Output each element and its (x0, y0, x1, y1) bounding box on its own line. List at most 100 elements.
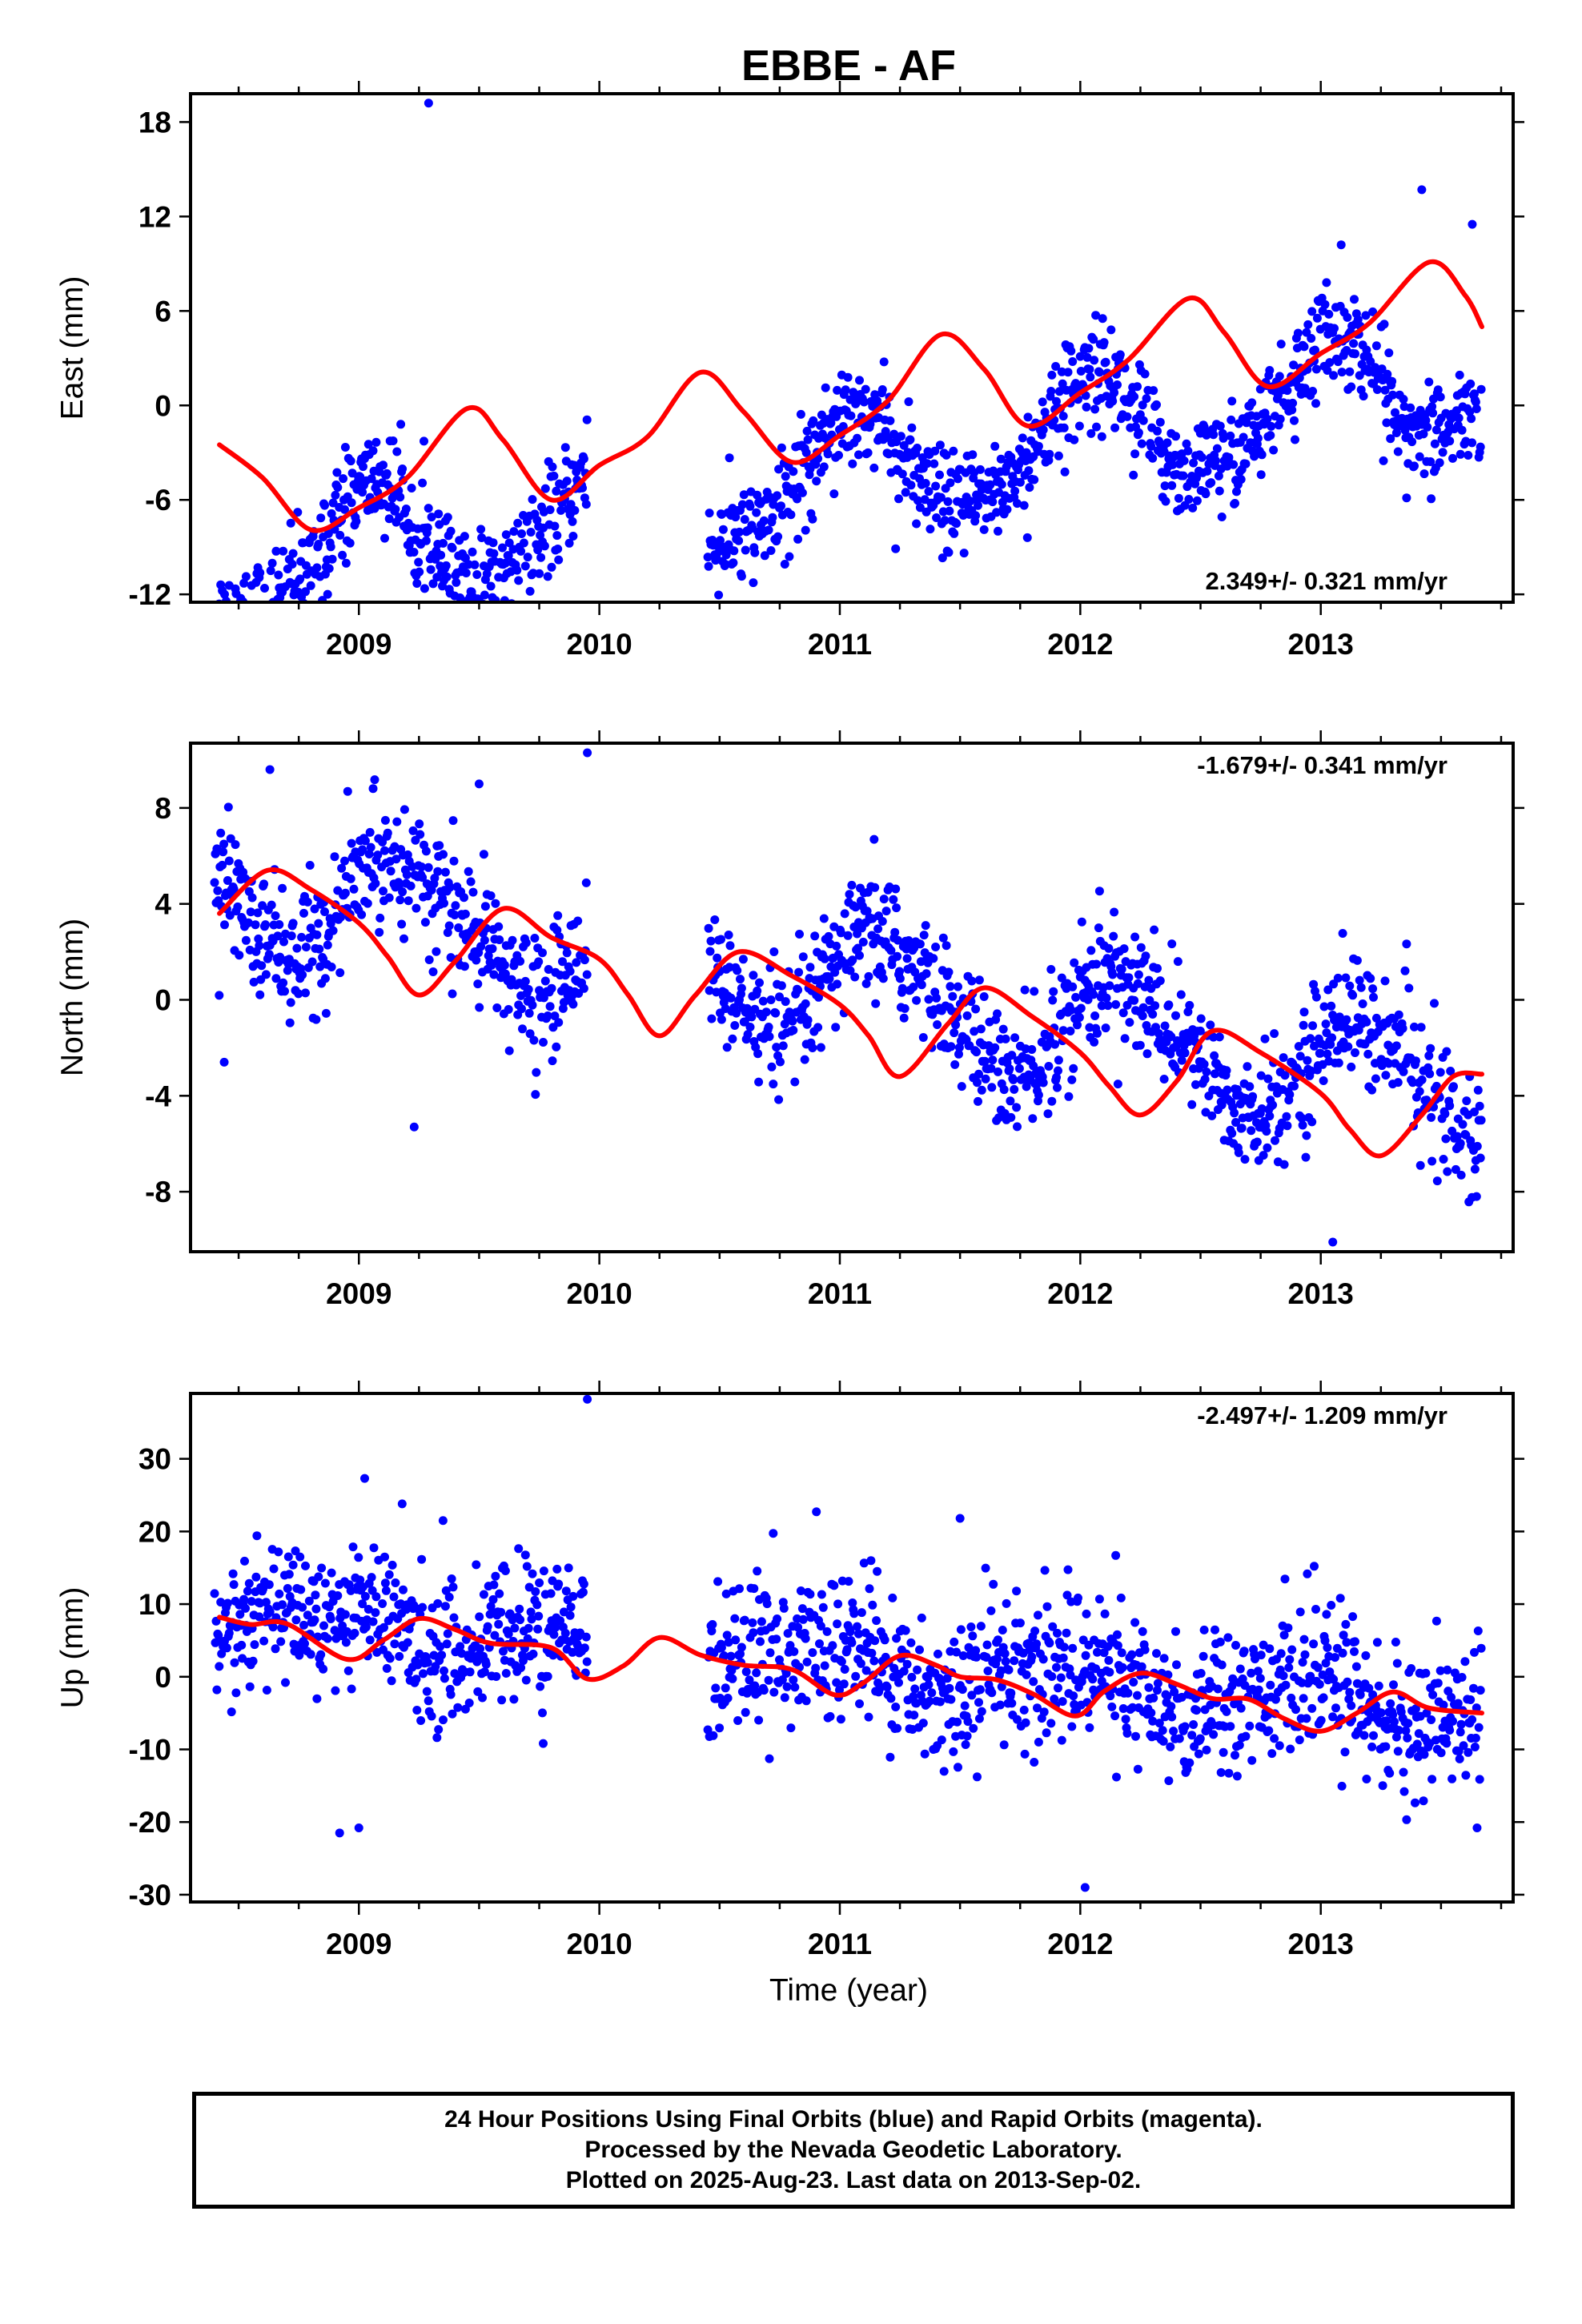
up-data-point (995, 1700, 1005, 1710)
east-data-point (1419, 469, 1429, 479)
east-data-point (287, 560, 297, 569)
north-data-point (406, 881, 416, 891)
east-data-point (495, 622, 504, 631)
east-data-point (1015, 477, 1025, 487)
east-data-point (274, 570, 283, 580)
north-data-point (1130, 995, 1139, 1005)
north-data-point (1113, 1080, 1122, 1089)
up-data-point (524, 1582, 534, 1592)
up-data-point (870, 1636, 880, 1646)
north-data-point (1086, 946, 1096, 955)
up-data-point (228, 1569, 238, 1578)
east-data-point (363, 440, 373, 449)
east-data-point (1142, 394, 1151, 404)
up-data-point (790, 1683, 800, 1692)
north-data-point (706, 936, 716, 946)
north-data-point (1167, 939, 1177, 949)
north-data-point (1052, 1072, 1061, 1082)
north-data-point (424, 955, 434, 964)
east-data-point (891, 544, 901, 553)
north-data-point (743, 1030, 753, 1039)
north-data-point (1285, 1090, 1295, 1100)
east-data-point (212, 620, 221, 629)
east-data-point (968, 450, 978, 460)
east-data-point (773, 532, 783, 541)
east-data-point (1349, 339, 1359, 348)
north-data-point (582, 970, 592, 979)
east-data-point (509, 527, 519, 537)
north-data-point (528, 1000, 537, 1010)
up-data-point (417, 1554, 427, 1564)
up-data-point (1019, 1705, 1029, 1715)
north-data-point (1200, 1075, 1210, 1084)
north-data-point (1321, 1019, 1331, 1029)
north-data-point (974, 1069, 983, 1079)
north-data-point (790, 1077, 800, 1087)
up-data-point (288, 1560, 298, 1570)
north-data-point (1345, 981, 1355, 991)
up-data-point (239, 1594, 249, 1604)
north-data-point (1248, 1092, 1258, 1101)
east-outlier-point (323, 589, 332, 599)
east-data-point (935, 470, 944, 480)
east-fit-line (217, 259, 1484, 533)
north-data-point (1452, 1132, 1462, 1141)
north-data-point (974, 975, 984, 985)
north-data-point (534, 957, 544, 967)
up-fit-line (217, 1614, 1484, 1734)
east-data-point (314, 540, 323, 549)
up-data-point (1030, 1758, 1039, 1767)
east-data-point (913, 444, 922, 452)
up-outlier-point (583, 1394, 592, 1404)
up-data-point (1111, 1550, 1121, 1560)
north-data-point (1050, 1039, 1060, 1049)
east-data-point (1337, 368, 1347, 377)
up-data-point (1118, 1663, 1127, 1672)
east-data-point (1215, 486, 1224, 496)
up-data-point (1389, 1680, 1398, 1690)
north-data-point (1394, 1010, 1403, 1019)
up-data-point (1468, 1715, 1477, 1724)
north-data-point (1067, 1075, 1077, 1084)
east-data-point (704, 561, 713, 571)
up-rate-label: -2.497+/- 1.209 mm/yr (1197, 1401, 1447, 1429)
east-data-point (516, 621, 524, 629)
east-data-point (1431, 425, 1441, 435)
north-data-point (1001, 1034, 1010, 1043)
east-data-point (1433, 385, 1443, 395)
up-data-point (924, 1680, 934, 1690)
north-data-point (810, 931, 820, 941)
north-data-point (1010, 1084, 1019, 1094)
east-data-point (1430, 439, 1439, 448)
up-data-point (982, 1640, 992, 1650)
east-data-point (808, 514, 817, 524)
up-data-point (833, 1599, 843, 1609)
up-data-point (733, 1716, 743, 1725)
east-data-point (897, 469, 907, 479)
east-data-point (1288, 398, 1298, 408)
up-data-point (412, 1675, 421, 1684)
up-data-point (987, 1688, 997, 1698)
north-data-point (1367, 1085, 1377, 1095)
up-data-point (480, 1667, 489, 1677)
up-data-point (853, 1622, 862, 1631)
north-data-point (1130, 932, 1140, 942)
north-data-point (373, 850, 383, 860)
north-data-point (448, 816, 458, 826)
up-data-point (1002, 1598, 1011, 1608)
up-data-point (1331, 1703, 1340, 1713)
north-data-point (1196, 1014, 1206, 1023)
up-data-point (1343, 1677, 1352, 1687)
north-data-point (500, 969, 510, 979)
east-data-point (729, 558, 738, 568)
east-data-point (428, 579, 438, 589)
up-data-point (244, 1578, 254, 1588)
east-data-point (211, 634, 219, 643)
east-data-point (516, 546, 526, 556)
north-data-point (243, 918, 253, 927)
up-data-point (1391, 1638, 1400, 1647)
up-data-point (1382, 1716, 1391, 1726)
east-data-point (1428, 408, 1438, 418)
north-data-point (851, 903, 861, 912)
north-data-point (994, 1113, 1003, 1123)
